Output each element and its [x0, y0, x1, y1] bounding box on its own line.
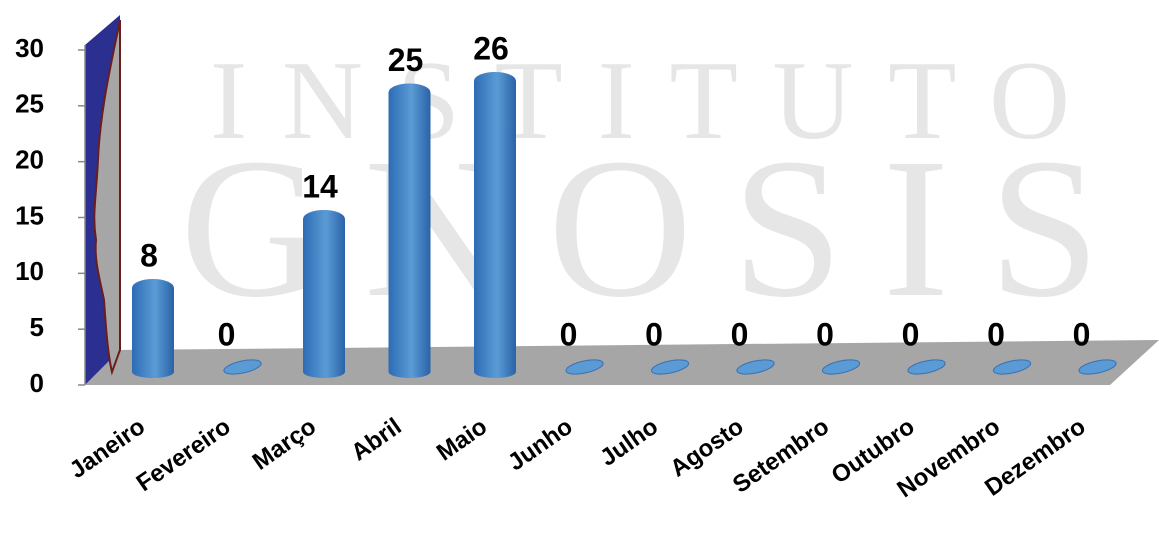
bar — [821, 359, 861, 375]
value-label: 0 — [731, 316, 749, 352]
y-tick-label: 10 — [15, 256, 44, 286]
value-label: 0 — [816, 316, 834, 352]
value-label: 14 — [302, 168, 338, 204]
y-tick-label: 30 — [15, 33, 44, 63]
x-tick-label: Maio — [432, 413, 492, 466]
wall-profile — [93, 19, 121, 376]
y-tick-label: 25 — [15, 89, 44, 119]
bar — [907, 359, 946, 375]
y-tick-label: 5 — [30, 312, 44, 342]
y-tick-label: 20 — [15, 145, 44, 175]
bar — [565, 359, 604, 375]
x-tick-label: Julho — [595, 413, 663, 472]
bar — [650, 359, 690, 375]
value-label: 0 — [902, 316, 920, 352]
bar — [223, 359, 262, 375]
value-label: 26 — [473, 30, 509, 66]
bar — [736, 359, 775, 375]
bar — [303, 209, 345, 378]
value-label: 0 — [560, 316, 578, 352]
value-label: 0 — [987, 316, 1005, 352]
x-tick-label: Setembro — [728, 413, 834, 499]
bar — [132, 278, 174, 378]
bar — [992, 359, 1032, 375]
value-label: 0 — [1073, 316, 1091, 352]
value-label: 0 — [218, 316, 236, 352]
x-tick-label: Março — [248, 413, 321, 476]
bar — [388, 83, 431, 378]
value-label: 8 — [140, 237, 158, 273]
floor — [85, 340, 1159, 385]
x-tick-label: Junho — [503, 413, 577, 476]
x-tick-label: Abril — [346, 413, 406, 466]
y-tick-label: 0 — [30, 368, 44, 398]
bar — [1078, 359, 1117, 375]
x-tick-label: Fevereiro — [132, 413, 236, 497]
value-label: 25 — [388, 42, 424, 78]
y-tick-label: 15 — [15, 200, 44, 230]
bar — [474, 71, 516, 378]
value-label: 0 — [645, 316, 663, 352]
